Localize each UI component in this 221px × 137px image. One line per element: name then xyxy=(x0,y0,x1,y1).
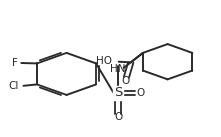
Text: F: F xyxy=(12,58,18,68)
Text: O: O xyxy=(136,88,144,98)
Text: Cl: Cl xyxy=(8,81,19,91)
Text: O: O xyxy=(114,112,122,122)
Text: HO: HO xyxy=(96,56,112,66)
Text: HN: HN xyxy=(110,64,126,73)
Text: O: O xyxy=(121,76,130,86)
Text: S: S xyxy=(114,86,122,99)
